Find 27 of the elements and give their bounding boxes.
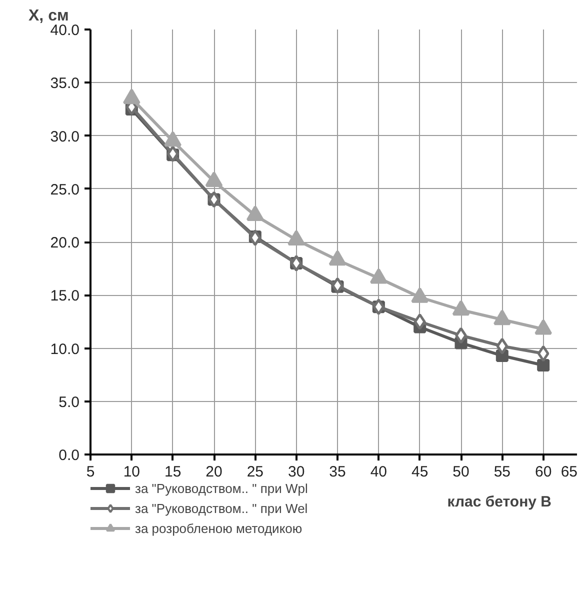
x-tick-label: 35	[329, 464, 346, 480]
x-tick-label: 60	[534, 464, 552, 480]
x-tick-label: 5	[86, 464, 95, 480]
x-tick-label: 30	[288, 464, 305, 480]
x-tick-label: 25	[246, 464, 264, 480]
x-axis-title: клас бетону B	[447, 494, 552, 510]
x-tick-label: 15	[164, 464, 182, 480]
x-tick-label: 50	[452, 464, 470, 480]
y-tick-label: 10.0	[50, 340, 80, 358]
x-tick-label: 40	[370, 464, 388, 480]
y-tick-label: 30.0	[50, 128, 80, 146]
x-tick-label: 45	[411, 464, 428, 480]
x-tick-label: 20	[206, 464, 222, 480]
y-tick-label: 35.0	[50, 75, 80, 92]
y-tick-label: 0.0	[58, 447, 80, 464]
legend-label: за "Руководством.. " при Wel	[135, 500, 308, 517]
x-tick-label: 10	[123, 464, 140, 480]
y-tick-label: 5.0	[58, 394, 80, 411]
legend-label: за розробленою методикою	[135, 520, 302, 537]
y-tick-label: 40.0	[50, 22, 80, 39]
x-tick-label: 65	[560, 464, 578, 480]
legend-label: за "Руководством.. " при Wpl	[135, 480, 308, 497]
y-tick-label: 20.0	[50, 234, 80, 252]
y-tick-label: 25.0	[50, 181, 80, 198]
y-axis-title: X, см	[28, 8, 69, 24]
y-tick-label: 15.0	[50, 288, 80, 305]
x-tick-label: 55	[494, 464, 511, 480]
